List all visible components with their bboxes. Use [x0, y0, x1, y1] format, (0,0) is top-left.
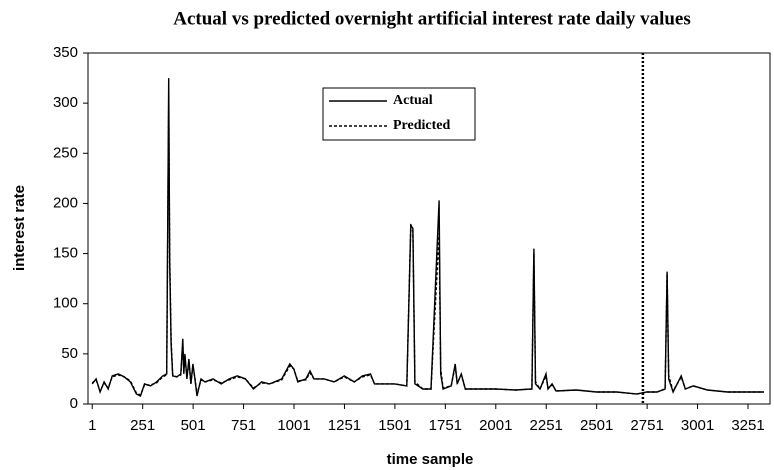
x-tick-label: 501: [181, 417, 206, 434]
x-tick-label: 1251: [328, 417, 361, 434]
series-line: [91, 103, 764, 396]
x-tick-label: 1501: [378, 417, 411, 434]
y-tick-label: 0: [70, 395, 78, 412]
y-tick-label: 350: [53, 44, 78, 61]
y-tick-label: 150: [53, 245, 78, 262]
y-tick-label: 300: [53, 94, 78, 111]
y-axis-label: interest rate: [11, 185, 28, 271]
x-tick-label: 251: [130, 417, 155, 434]
x-tick-label: 751: [231, 417, 256, 434]
plot-frame: [87, 52, 771, 405]
x-tick-label: 2251: [530, 417, 563, 434]
x-tick-label: 2751: [630, 417, 663, 434]
legend-label: Predicted: [393, 118, 450, 133]
x-tick-label: 1001: [277, 417, 310, 434]
legend-box: [322, 87, 476, 141]
y-tick-label: 100: [53, 295, 78, 312]
chart-title: Actual vs predicted overnight artificial…: [173, 8, 691, 29]
x-axis-label: time sample: [387, 451, 474, 468]
x-tick-label: 2001: [479, 417, 512, 434]
x-tick-label: 1: [88, 417, 96, 434]
y-tick-label: 50: [61, 345, 78, 362]
y-tick-label: 200: [53, 194, 78, 211]
x-tick-label: 3001: [681, 417, 714, 434]
y-tick-label: 250: [53, 144, 78, 161]
x-tick-label: 2501: [580, 417, 613, 434]
x-tick-label: 3251: [731, 417, 764, 434]
legend-label: Actual: [393, 93, 433, 108]
x-tick-label: 1751: [429, 417, 462, 434]
